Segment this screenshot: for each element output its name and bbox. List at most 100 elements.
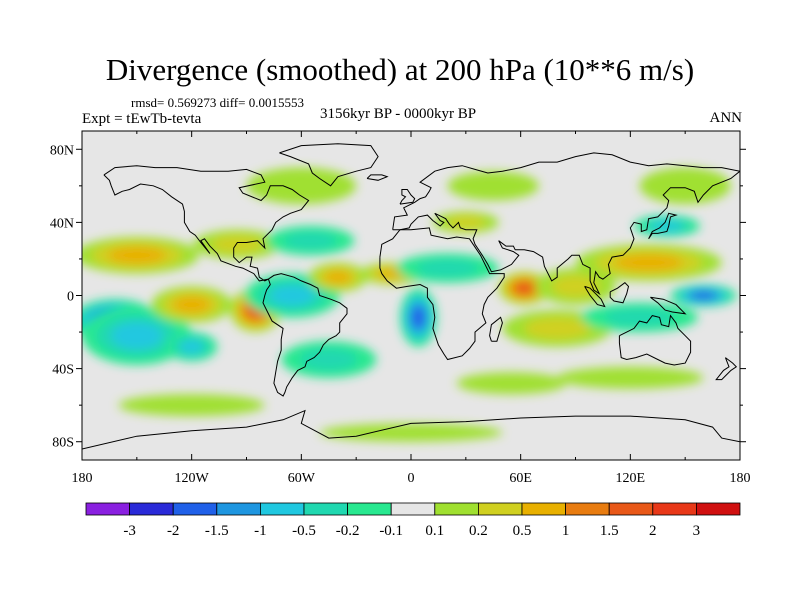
anomaly-cell	[498, 271, 550, 305]
colorbar-label: 0.2	[469, 523, 488, 539]
colorbar-swatch	[347, 502, 392, 516]
anomaly-contour	[691, 291, 716, 300]
coastline-greenland	[279, 143, 379, 187]
coastline-eurasia	[392, 152, 740, 296]
anomaly-contour	[179, 339, 204, 354]
colorbar-swatch	[216, 502, 261, 516]
coastline-south-america	[262, 273, 348, 397]
anomaly-contour	[456, 372, 567, 395]
colorbar-swatch	[652, 502, 697, 516]
anomaly-cell	[151, 286, 232, 323]
anomaly-cell	[580, 302, 698, 333]
anomaly-cell	[82, 237, 199, 274]
coastline-north-america	[103, 165, 310, 282]
colorbar-swatch	[129, 502, 174, 516]
anomaly-contour	[416, 259, 479, 277]
field-anomalies	[82, 167, 737, 442]
anomaly-contour	[557, 366, 704, 389]
anomaly-contour	[284, 231, 337, 250]
season-label: ANN	[709, 110, 743, 126]
coastline-japan	[648, 212, 678, 240]
coastline-madagascar	[489, 316, 503, 342]
anomaly-contour	[111, 322, 163, 350]
anomaly-cell	[670, 284, 737, 307]
colorbar-label: -1	[254, 523, 267, 539]
colorbar-label: -3	[123, 523, 136, 539]
colorbar-label: -1.5	[205, 523, 229, 539]
anomaly-cell	[118, 394, 265, 417]
anomaly-cell	[308, 262, 368, 292]
x-tick-label: 60E	[509, 471, 532, 486]
anomaly-cell	[447, 171, 539, 201]
anomaly-contour	[107, 246, 166, 264]
anomaly-contour	[246, 167, 357, 205]
period-label: 3156kyr BP - 0000kyr BP	[320, 106, 477, 122]
colorbar-swatch	[608, 502, 654, 516]
anomaly-cell	[266, 226, 355, 256]
anomaly-cell	[281, 341, 377, 378]
colorbar-label: -0.2	[336, 523, 360, 539]
anomaly-contour	[447, 171, 539, 201]
anomaly-cell	[166, 332, 218, 362]
x-tick-label: 120E	[616, 471, 646, 486]
anomaly-contour	[446, 215, 486, 229]
chart-title: Divergence (smoothed) at 200 hPa (10**6 …	[105, 52, 695, 87]
coastlines	[82, 143, 740, 460]
colorbar-label: 0.5	[513, 523, 532, 539]
coastline-antarctica	[82, 409, 740, 460]
y-tick-label: 40S	[52, 363, 74, 378]
field-layer	[82, 131, 740, 460]
coastline-new-guinea	[650, 296, 687, 315]
anomaly-cell	[639, 167, 731, 205]
colorbar-swatch	[172, 502, 218, 516]
x-tick-label: 180	[72, 471, 93, 486]
colorbar: -3 -2 -1.5 -1 -0.5 -0.2 -0.1 0.1 0.2 0.5 1 1.5 2 3	[85, 502, 741, 539]
coastline-africa	[379, 227, 505, 361]
anomaly-contour	[604, 308, 675, 327]
anomaly-contour	[324, 270, 352, 285]
map-axes: 180 120W 60W 0 60E 120E 180 80N 40N 0 40S 80S	[50, 130, 751, 486]
colorbar-swatch	[259, 502, 305, 516]
x-tick-label: 0	[408, 471, 415, 486]
anomaly-contour	[118, 394, 265, 417]
anomaly-contour	[515, 282, 534, 295]
colorbar-label: -0.5	[292, 523, 316, 539]
anomaly-cell	[82, 306, 192, 365]
anomaly-cell	[396, 253, 499, 283]
y-tick-label: 40N	[50, 216, 74, 231]
experiment-label: Expt = tEwTb-tevta	[82, 111, 202, 127]
coastline-australia	[618, 314, 692, 366]
colorbar-label: 0.1	[425, 523, 444, 539]
coastline-sumatra	[584, 285, 606, 308]
y-tick-label: 0	[67, 290, 74, 305]
anomaly-cell	[557, 366, 704, 389]
anomaly-cell	[456, 372, 567, 395]
colorbar-swatch	[434, 502, 479, 516]
anomaly-contour	[524, 317, 591, 340]
coastline-iceland	[366, 174, 389, 181]
anomaly-cell	[246, 167, 357, 205]
anomaly-contour	[319, 423, 503, 442]
y-tick-label: 80S	[52, 436, 74, 451]
anomaly-contour	[211, 235, 264, 254]
anomaly-contour	[172, 296, 211, 314]
colorbar-label: -2	[167, 523, 180, 539]
colorbar-label: 3	[693, 523, 701, 539]
colorbar-swatch	[85, 502, 130, 516]
rmsd-stats: rmsd= 0.569273 diff= 0.0015553	[131, 95, 304, 110]
anomaly-contour	[300, 348, 358, 371]
anomaly-contour	[639, 167, 731, 205]
colorbar-label: 1.5	[600, 523, 619, 539]
coastline-uk	[399, 189, 416, 205]
anomaly-contour	[614, 254, 683, 272]
x-tick-label: 180	[730, 471, 751, 486]
colorbar-label: 1	[562, 523, 570, 539]
coastline-new-zealand	[715, 357, 738, 381]
colorbar-swatch	[696, 502, 741, 516]
anomaly-cell	[319, 423, 503, 442]
x-tick-label: 60W	[288, 471, 316, 486]
colorbar-swatch	[521, 502, 566, 516]
anomaly-contour	[270, 285, 315, 306]
colorbar-swatch	[390, 502, 436, 516]
